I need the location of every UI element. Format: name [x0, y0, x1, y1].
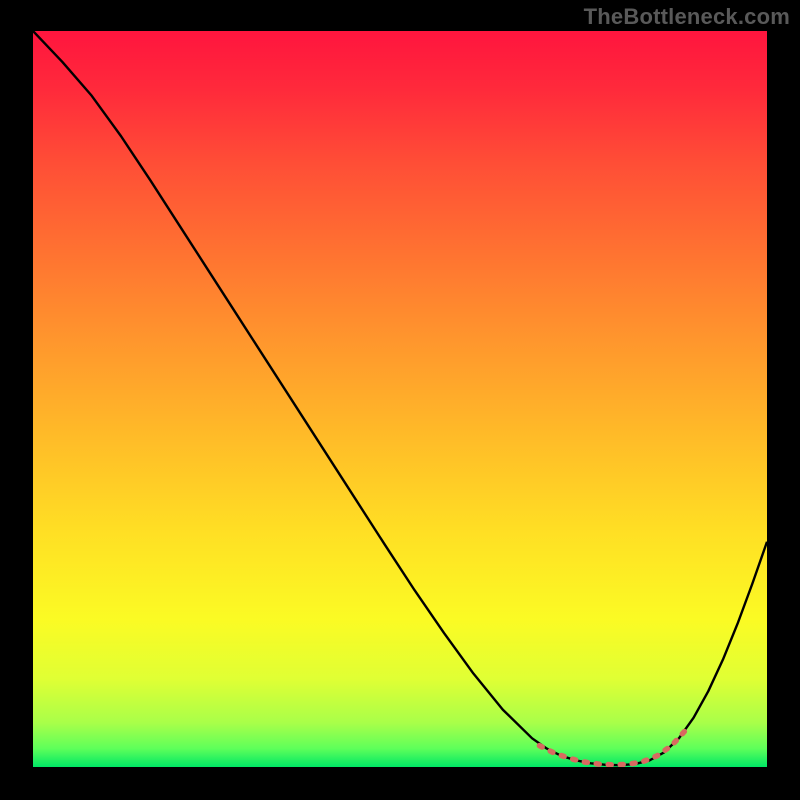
watermark-label: TheBottleneck.com — [584, 4, 790, 30]
plot-background — [33, 31, 767, 767]
bottleneck-chart — [33, 31, 767, 767]
chart-frame: TheBottleneck.com — [0, 0, 800, 800]
